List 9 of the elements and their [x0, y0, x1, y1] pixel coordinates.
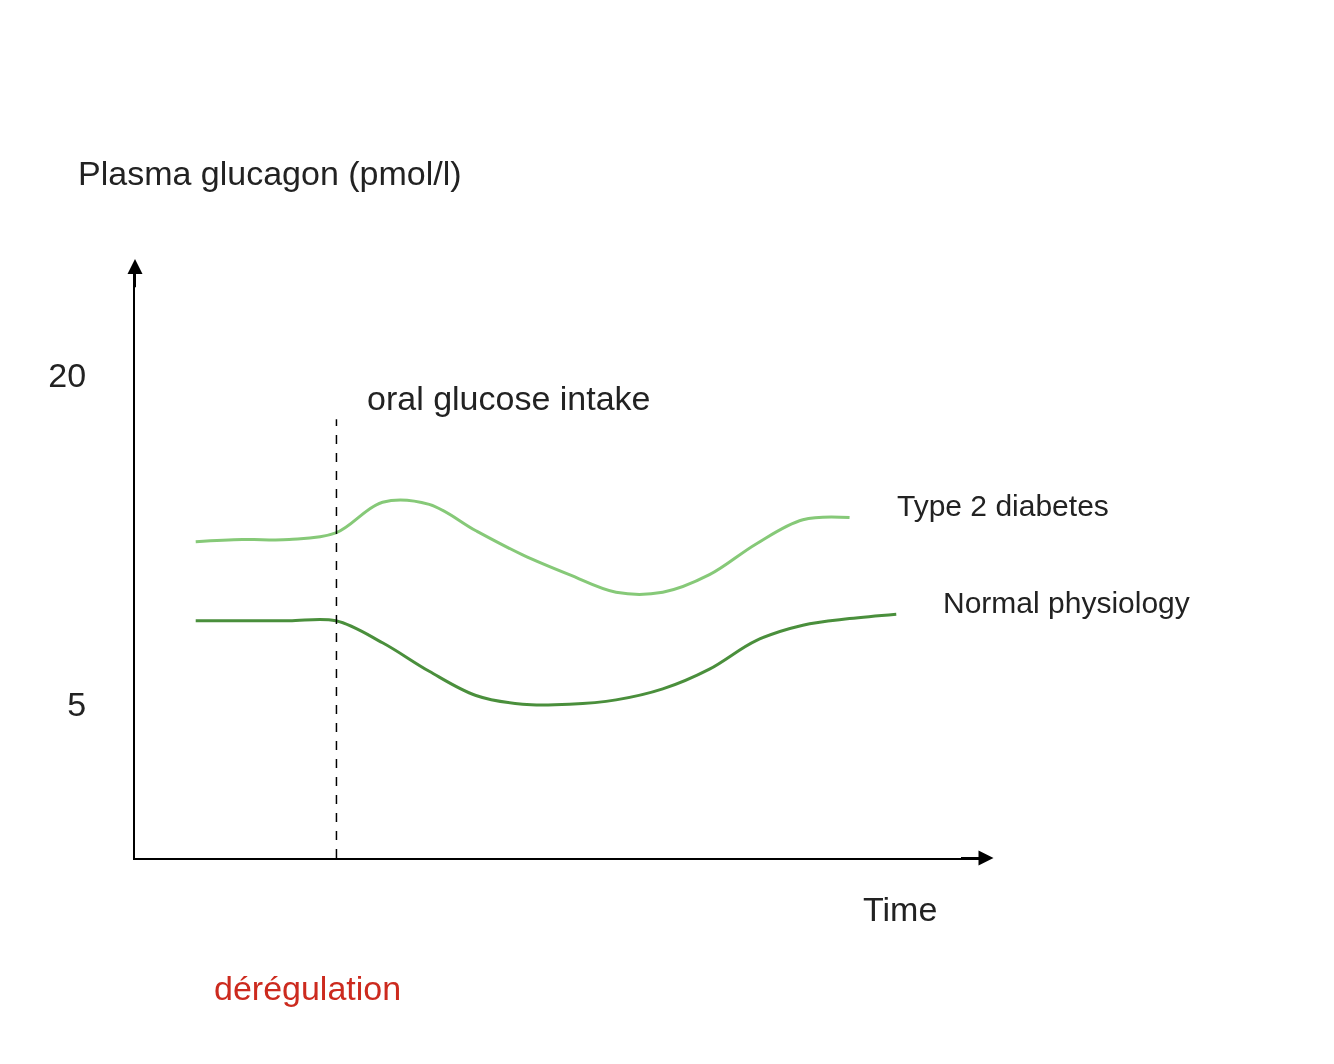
y-tick-label: 5: [67, 685, 87, 724]
x-axis-title: Time: [863, 890, 938, 928]
series-label: Normal physiology: [943, 586, 1190, 619]
line-series: [194, 612, 898, 707]
y-axis-title: Plasma glucagon (pmol/l): [78, 154, 462, 192]
text: dérégulation: [214, 969, 402, 1007]
series-label: Type 2 diabetes: [897, 489, 1109, 522]
y-tick-label: 20: [48, 355, 87, 394]
annotation: oral glucose intake: [367, 379, 651, 417]
